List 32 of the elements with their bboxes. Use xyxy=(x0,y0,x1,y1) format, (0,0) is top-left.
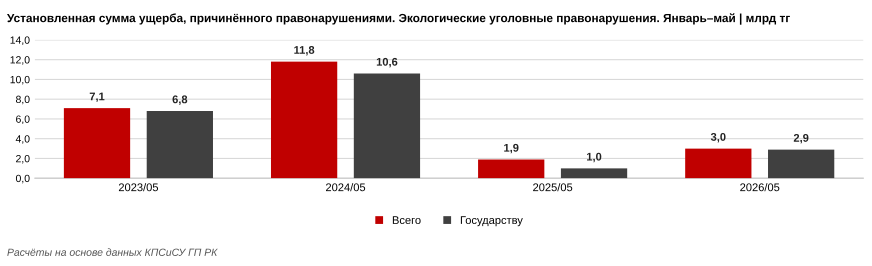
data-label: 2,9 xyxy=(794,134,808,144)
y-tick-label: 6,0 xyxy=(16,115,30,124)
x-tick-label: 2023/05 xyxy=(118,183,158,192)
y-tick-label: 8,0 xyxy=(16,96,30,104)
bar xyxy=(270,62,338,178)
bar xyxy=(560,168,628,178)
data-label: 1,0 xyxy=(587,152,602,162)
x-tick-label: 2024/05 xyxy=(326,183,366,192)
y-tick-label: 0,0 xyxy=(16,174,30,184)
data-label: 7,1 xyxy=(90,92,104,102)
data-label: 6,8 xyxy=(172,95,188,105)
y-tick-label: 12,0 xyxy=(10,56,30,65)
legend-label: Государству xyxy=(460,216,523,226)
data-label: 1,9 xyxy=(504,144,519,154)
y-tick-label: 14,0 xyxy=(10,36,30,46)
y-tick-label: 10,0 xyxy=(10,76,30,85)
bar xyxy=(768,150,834,178)
bar xyxy=(685,148,752,178)
bar xyxy=(64,108,130,178)
bar xyxy=(146,111,213,178)
bar xyxy=(354,73,420,178)
data-label: 11,8 xyxy=(294,46,314,56)
data-label: 3,0 xyxy=(710,132,726,142)
y-tick-label: 2,0 xyxy=(16,154,30,164)
legend-label: Всего xyxy=(392,216,421,224)
bar xyxy=(478,159,544,178)
x-tick-label: 2026/05 xyxy=(740,183,780,192)
data-label: 10,6 xyxy=(376,58,398,68)
x-tick-label: 2025/05 xyxy=(533,183,572,192)
chart-title: Установленная сумма ущерба, причинённого правонарушениями. Экологические уголовные правонарушения. Январь–май | млрд тг xyxy=(6,13,790,25)
y-tick-label: 4,0 xyxy=(16,135,30,144)
text: Расчёты на основе данных КПСиСУ ГП РК xyxy=(7,248,218,256)
